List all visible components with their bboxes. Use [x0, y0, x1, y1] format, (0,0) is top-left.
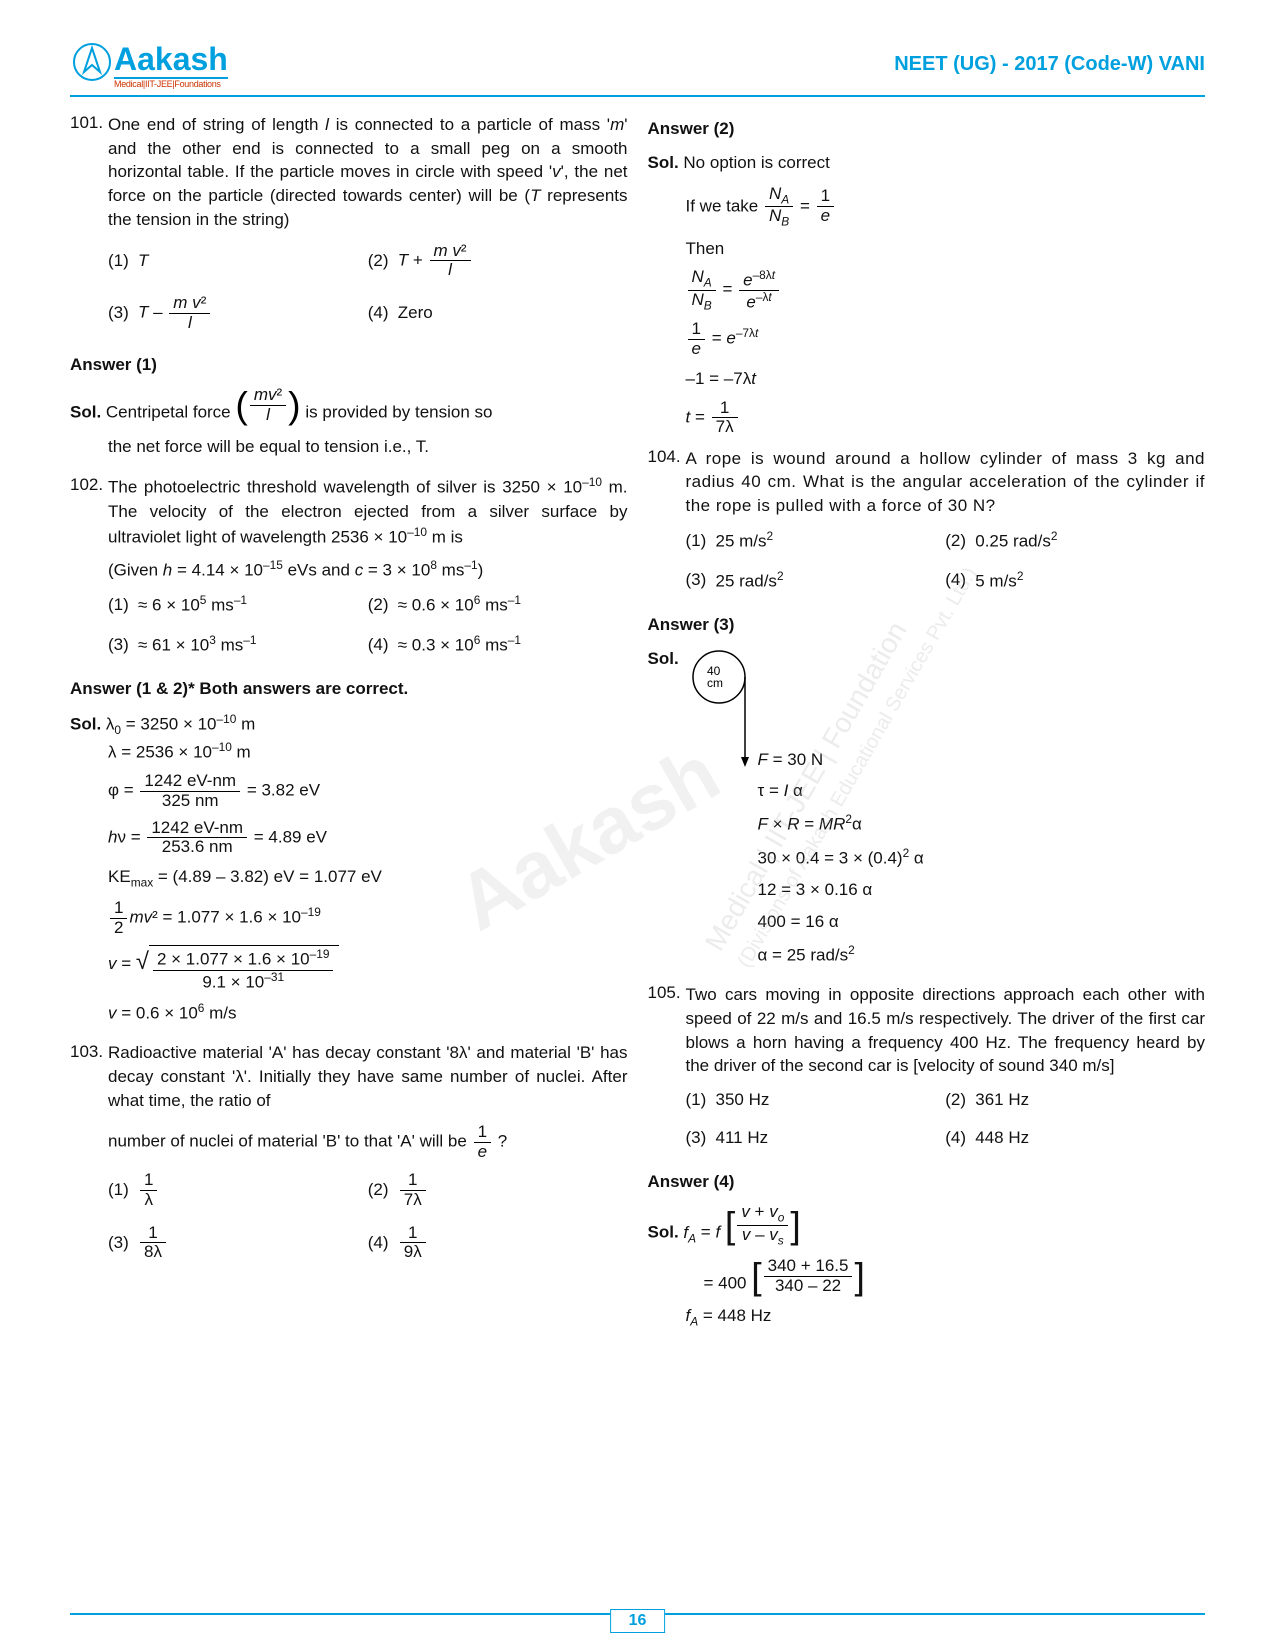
- q103-text2: number of nuclei of material 'B' to that…: [108, 1123, 628, 1161]
- svg-text:cm: cm: [707, 676, 723, 690]
- logo: Aakash Medical|IIT-JEE|Foundations: [70, 40, 228, 89]
- q105-text: Two cars moving in opposite directions a…: [686, 983, 1206, 1078]
- logo-icon: [70, 40, 114, 89]
- q104-options: (1)25 m/s2 (2)0.25 rad/s2 (3)25 rad/s2 (…: [686, 528, 1206, 607]
- q104-answer: Answer (3): [648, 613, 1206, 637]
- q102-text: The photoelectric threshold wavelength o…: [108, 474, 628, 549]
- q104-text: A rope is wound around a hollow cylinder…: [686, 447, 1206, 518]
- q102-solution: Sol. λ0 = 3250 × 10–10 m λ = 2536 × 10–1…: [70, 711, 628, 1025]
- q102-given: (Given h = 4.14 × 10–15 eVs and c = 3 × …: [108, 557, 628, 582]
- q105-solution: Sol. fA = f [v + vov – vs] = 400 [340 + …: [648, 1203, 1206, 1329]
- q101-solution: Sol. Centripetal force (mv²l) is provide…: [70, 386, 628, 458]
- q105-opt1: (1)350 Hz: [686, 1088, 946, 1112]
- q103-opt3: (3)18λ: [108, 1224, 368, 1262]
- q101-number: 101.: [70, 111, 108, 135]
- q105-answer: Answer (4): [648, 1170, 1206, 1194]
- q103-options: (1)1λ (2)17λ (3)18λ (4)19λ: [108, 1171, 628, 1276]
- q105-number: 105.: [648, 981, 686, 1005]
- q102-opt1: (1)≈ 6 × 105 ms–1: [108, 592, 368, 617]
- header: Aakash Medical|IIT-JEE|Foundations NEET …: [70, 40, 1205, 97]
- q101-text: One end of string of length l is connect…: [108, 113, 628, 232]
- q102-answer: Answer (1 & 2)* Both answers are correct…: [70, 677, 628, 701]
- q104-opt1: (1)25 m/s2: [686, 528, 946, 553]
- q105-opt3: (3)411 Hz: [686, 1126, 946, 1150]
- q101-options: (1) T (2) T + m v²l (3) T – m v²l (4) Ze…: [108, 242, 628, 347]
- q102-opt3: (3)≈ 61 × 103 ms–1: [108, 632, 368, 657]
- q101-opt3: (3) T – m v²l: [108, 294, 368, 332]
- q105-opt2: (2)361 Hz: [945, 1088, 1205, 1112]
- q104-number: 104.: [648, 445, 686, 469]
- q101-opt4: (4) Zero: [368, 294, 628, 332]
- question-101: 101. One end of string of length l is co…: [70, 111, 628, 459]
- q103-opt4: (4)19λ: [368, 1224, 628, 1262]
- q102-opt2: (2)≈ 0.6 × 106 ms–1: [368, 592, 628, 617]
- q103-answer: Answer (2): [648, 117, 1206, 141]
- q104-opt3: (3)25 rad/s2: [686, 568, 946, 593]
- content-columns: 101. One end of string of length l is co…: [70, 111, 1205, 1344]
- q103-solution: Sol. No option is correct If we take NAN…: [648, 151, 1206, 437]
- q105-opt4: (4)448 Hz: [945, 1126, 1205, 1150]
- question-102: 102. The photoelectric threshold wavelen…: [70, 473, 628, 1026]
- q101-opt2: (2) T + m v²l: [368, 242, 628, 280]
- page-number: 16: [610, 1609, 666, 1633]
- q102-opt4: (4)≈ 0.3 × 106 ms–1: [368, 632, 628, 657]
- question-105: 105. Two cars moving in opposite directi…: [648, 981, 1206, 1330]
- q103-number: 103.: [70, 1040, 108, 1064]
- q102-number: 102.: [70, 473, 108, 497]
- logo-subtitle: Medical|IIT-JEE|Foundations: [114, 79, 228, 89]
- logo-text: Aakash: [114, 43, 228, 79]
- q101-answer: Answer (1): [70, 353, 628, 377]
- page: Aakash Medical | IIT-JEE | Foundation (D…: [0, 0, 1275, 1651]
- right-column: Answer (2) Sol. No option is correct If …: [648, 111, 1206, 1344]
- q103-opt1: (1)1λ: [108, 1171, 368, 1209]
- left-column: 101. One end of string of length l is co…: [70, 111, 628, 1344]
- q101-opt1: (1) T: [108, 242, 368, 280]
- q105-options: (1)350 Hz (2)361 Hz (3)411 Hz (4)448 Hz: [686, 1088, 1206, 1164]
- q104-opt4: (4)5 m/s2: [945, 568, 1205, 593]
- page-title: NEET (UG) - 2017 (Code-W) VANI: [894, 53, 1205, 76]
- q103-opt2: (2)17λ: [368, 1171, 628, 1209]
- question-104: 104. A rope is wound around a hollow cyl…: [648, 445, 1206, 967]
- q102-options: (1)≈ 6 × 105 ms–1 (2)≈ 0.6 × 106 ms–1 (3…: [108, 592, 628, 671]
- question-103: 103. Radioactive material 'A' has decay …: [70, 1040, 628, 1276]
- q103-text: Radioactive material 'A' has decay const…: [108, 1041, 628, 1112]
- q104-opt2: (2)0.25 rad/s2: [945, 528, 1205, 553]
